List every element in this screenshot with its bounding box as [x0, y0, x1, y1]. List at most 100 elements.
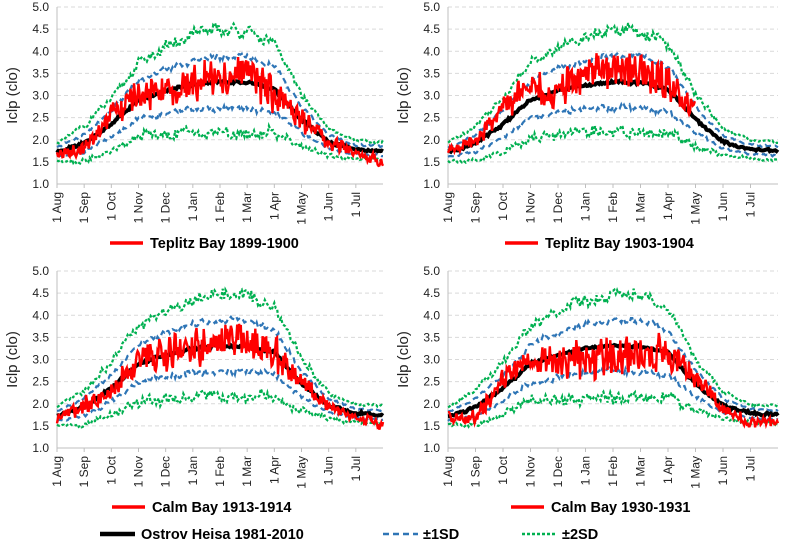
y-axis-label: Iclp (clo)	[395, 331, 412, 388]
y-tick-label: 4.0	[32, 44, 49, 58]
panel-3: 1.0 1.5 2.0 2.5 3.0 3.5 4.0 4.5 5.0 Iclp (clo) 1 A…	[4, 264, 385, 516]
y-tick-label: 3.5	[32, 330, 49, 344]
sd2-line	[447, 286, 779, 409]
sd2-line	[56, 286, 384, 409]
x-tick-label: 1 Aug	[50, 192, 64, 223]
panel-title: Calm Bay 1930-1931	[551, 500, 690, 516]
legend-mean-label: Ostrov Heisa 1981-2010	[141, 527, 304, 543]
sd1-line	[56, 51, 384, 149]
x-tick-label: 1 Dec	[551, 456, 565, 487]
x-tick-label: 1 Apr	[267, 192, 281, 220]
panel-2: 1.0 1.5 2.0 2.5 3.0 3.5 4.0 4.5 5.0 Iclp (clo) 1 A…	[395, 0, 780, 252]
x-tick-label: 1 Jul	[349, 192, 363, 217]
x-tick-label: 1 Mar	[634, 456, 648, 487]
y-tick-label: 1.0	[423, 441, 440, 455]
y-tick-label: 2.0	[423, 133, 440, 147]
sd1-line	[56, 314, 384, 413]
panel-legend: Calm Bay 1913-1914	[112, 500, 291, 516]
y-tick-label: 4.5	[423, 286, 440, 300]
y-tick-label: 1.0	[32, 441, 49, 455]
x-tick-label: 1 May	[689, 456, 703, 489]
x-tick-label: 1 Sep	[469, 456, 483, 488]
x-tick-label: 1 Jan	[186, 456, 200, 485]
y-tick-label: 3.0	[423, 89, 440, 103]
x-tick-label: 1 Mar	[634, 192, 648, 223]
x-tick-label: 1 Feb	[606, 192, 620, 223]
panel-legend: Calm Bay 1930-1931	[511, 500, 690, 516]
sd1-line	[56, 364, 384, 422]
panel-4: 1.0 1.5 2.0 2.5 3.0 3.5 4.0 4.5 5.0 Iclp (clo) 1 A…	[395, 264, 780, 516]
y-tick-label: 1.5	[423, 155, 440, 169]
y-tick-label: 1.0	[423, 177, 440, 191]
sd1-line	[56, 101, 383, 158]
y-tick-label: 3.0	[32, 89, 49, 103]
x-tick-label: 1 May	[689, 192, 703, 225]
x-tick-label: 1 Jan	[579, 456, 593, 485]
panel-legend: Teplitz Bay 1903-1904	[505, 236, 694, 252]
y-tick-label: 2.0	[32, 133, 49, 147]
y-axis-label: Iclp (clo)	[395, 67, 412, 124]
x-tick-label: 1 Dec	[159, 192, 173, 223]
x-tick-label: 1 Jun	[716, 192, 730, 221]
sd2-line	[56, 121, 384, 166]
x-tick-label: 1 Nov	[132, 192, 146, 223]
y-tick-label: 2.5	[32, 375, 49, 389]
y-tick-label: 1.0	[32, 177, 49, 191]
sd2-line	[56, 384, 384, 429]
x-tick-label: 1 Feb	[606, 456, 620, 487]
observed-series-line	[55, 56, 385, 168]
x-tick-label: 1 Mar	[240, 192, 254, 223]
x-tick-label: 1 Nov	[132, 456, 146, 487]
legend: Ostrov Heisa 1981-2010 ±1SD ±2SD	[100, 527, 598, 543]
legend-sd2-label: ±2SD	[562, 527, 598, 543]
x-tick-label: 1 Jul	[744, 456, 758, 481]
x-tick-label: 1 Aug	[441, 192, 455, 223]
panel-title: Teplitz Bay 1899-1900	[150, 236, 299, 252]
x-tick-label: 1 Jun	[322, 456, 336, 485]
y-tick-label: 4.5	[32, 22, 49, 36]
panel-1: 1.0 1.5 2.0 2.5 3.0 3.5 4.0 4.5 5.0 Iclp (clo) 1 A…	[4, 0, 385, 252]
x-tick-label: 1 Mar	[240, 456, 254, 487]
x-tick-label: 1 Sep	[469, 192, 483, 224]
panel-title: Calm Bay 1913-1914	[152, 500, 291, 516]
x-tick-label: 1 Jun	[322, 192, 336, 221]
y-tick-label: 1.5	[423, 419, 440, 433]
y-tick-label: 2.5	[423, 111, 440, 125]
x-tick-label: 1 Oct	[104, 455, 118, 484]
y-tick-label: 2.5	[32, 111, 49, 125]
y-tick-label: 5.0	[32, 0, 49, 14]
x-tick-label: 1 Feb	[213, 192, 227, 223]
x-tick-label: 1 Jul	[349, 456, 363, 481]
y-tick-label: 5.0	[423, 0, 440, 14]
y-tick-label: 3.0	[423, 353, 440, 367]
observed-series-line	[447, 332, 780, 430]
y-tick-label: 5.0	[423, 264, 440, 278]
x-tick-label: 1 Jun	[716, 456, 730, 485]
x-tick-label: 1 Feb	[213, 456, 227, 487]
x-tick-label: 1 Jan	[579, 192, 593, 221]
y-tick-label: 4.0	[423, 308, 440, 322]
x-tick-label: 1 Dec	[551, 192, 565, 223]
observed-series-line	[446, 53, 697, 156]
sd2-line	[447, 123, 779, 165]
x-tick-label: 1 Apr	[661, 192, 675, 220]
x-tick-label: 1 Apr	[267, 456, 281, 484]
y-tick-label: 4.5	[32, 286, 49, 300]
x-tick-label: 1 Oct	[104, 191, 118, 220]
sd2-line	[447, 388, 779, 429]
y-tick-label: 4.0	[423, 44, 440, 58]
y-tick-label: 5.0	[32, 264, 49, 278]
legend-sd1-label: ±1SD	[423, 527, 459, 543]
y-axis-label: Iclp (clo)	[4, 331, 21, 388]
y-tick-label: 1.5	[32, 419, 49, 433]
x-tick-label: 1 Sep	[77, 192, 91, 224]
x-tick-label: 1 Apr	[661, 456, 675, 484]
panel-title: Teplitz Bay 1903-1904	[545, 236, 694, 252]
x-tick-label: 1 Dec	[159, 456, 173, 487]
y-tick-label: 3.5	[423, 330, 440, 344]
y-axis-label: Iclp (clo)	[4, 67, 21, 124]
y-tick-label: 2.5	[423, 375, 440, 389]
observed-series-line	[55, 323, 385, 430]
y-tick-label: 4.5	[423, 22, 440, 36]
y-tick-label: 1.5	[32, 155, 49, 169]
